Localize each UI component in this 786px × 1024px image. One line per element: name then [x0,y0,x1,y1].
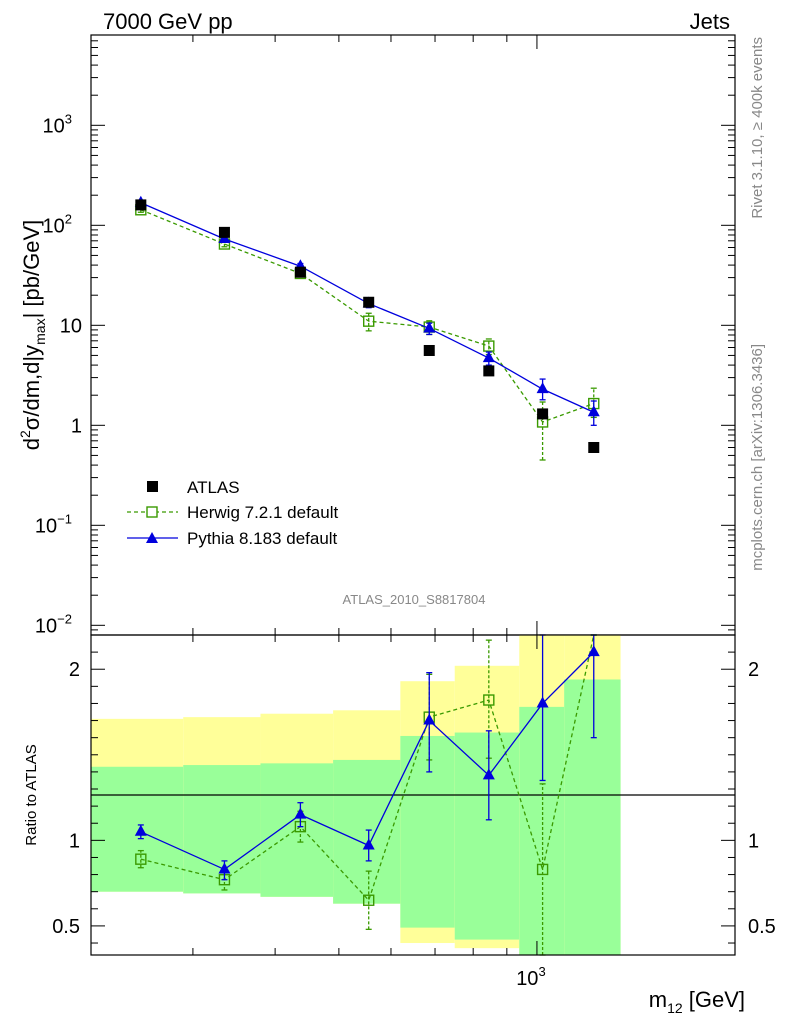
ratio-bands [91,635,621,955]
data-point [362,315,375,327]
y-tick-label: 10 [60,315,82,337]
series-line [140,651,595,871]
data-point [423,344,435,356]
ylabel-d: d [19,438,44,450]
y-tick-label-sup: −2 [57,611,72,626]
legend-pythia-label: Pythia 8.183 default [187,529,338,548]
ylabel-sub: max [32,318,48,344]
ratio-y-axis-title: Ratio to ATLAS [23,744,40,845]
data-point [483,365,495,377]
ylabel-end: | [pb/GeV] [19,220,44,319]
data-point [423,713,436,725]
ratio-y-tick-label-right: 0.5 [748,916,776,938]
band-green [333,759,401,904]
data-point [482,351,495,363]
y-tick-label: 103 [43,111,72,137]
band-green [454,732,520,940]
data-point [218,226,230,238]
data-point [483,340,495,352]
header-right: Jets [690,9,730,34]
ylabel-mid: σ/dm,d|y [19,345,44,430]
data-point [588,441,600,453]
ratio-y-tick-label: 2 [69,659,80,681]
data-point [294,266,306,278]
band-green [564,679,621,955]
ratio-y-tick-label: 1 [69,830,80,852]
data-point [135,853,147,865]
x-axis-title: m12 [GeV] [649,987,745,1016]
legend-atlas-marker [147,481,158,492]
data-point [218,862,231,874]
data-point [587,405,600,417]
rivet-label: Rivet 3.1.10, ≥ 400k events [749,37,766,219]
x-tick-label: 103 [516,964,545,990]
band-green [519,706,565,955]
legend-pythia-marker [146,532,158,543]
y-tick-label-sup: 2 [65,211,72,226]
legend-herwig-label: Herwig 7.2.1 default [187,503,338,522]
xlabel-sub: 12 [667,1000,683,1016]
y-tick-label: 10−2 [35,611,72,637]
y-tick-label: 102 [43,211,72,237]
analysis-watermark: ATLAS_2010_S8817804 [343,592,486,607]
ratio-y-tick-label-right: 1 [748,830,759,852]
data-point [362,838,375,850]
data-point [363,296,375,308]
data-point [536,382,549,394]
data-point [134,824,147,836]
y-tick-label: 10−1 [35,511,72,537]
ratio-y-tick-label: 0.5 [52,916,80,938]
band-green [400,735,455,928]
x-tick-label-sup: 3 [538,964,545,979]
data-point [537,408,549,420]
data-point [536,696,549,708]
y-tick-label-sup: −1 [57,511,72,526]
legend-herwig-marker [146,506,158,518]
band-green [260,763,334,897]
main-herwig-series [135,204,600,461]
header-left: 7000 GeV pp [103,9,233,34]
series-line [140,209,594,423]
data-point [587,645,600,657]
data-point [482,768,495,780]
xlabel-unit: [GeV] [683,987,745,1012]
data-point [423,321,436,333]
main-atlas-series [135,199,600,453]
main-pythia-series [134,195,600,426]
series-line [140,634,595,902]
y-tick-label: 1 [71,415,82,437]
data-point [483,694,495,706]
ratio-pythia-series [134,634,600,881]
ratio-ticks: 103 0.5 0.5 1 1 2 2 [52,634,776,990]
data-point [362,894,375,906]
ylabel-sup: 2 [17,430,33,438]
data-point [135,199,147,211]
xlabel-base: m [649,987,667,1012]
mcplots-label: mcplots.cern.ch [arXiv:1306.3436] [749,344,766,571]
y-tick-label-sup: 3 [65,111,72,126]
legend: ATLAS Herwig 7.2.1 default Pythia 8.183 … [127,478,338,548]
series-line [140,202,595,413]
ratio-frame [90,634,736,956]
data-point [294,807,307,819]
main-y-axis-title: d2σ/dm,d|ymax| [pb/GeV] [17,220,48,450]
band-green [91,766,184,892]
ratio-y-tick-label-right: 2 [748,659,759,681]
main-ticks: 10−2 10−1 1 10 102 103 [35,34,736,637]
legend-atlas-label: ATLAS [187,478,240,497]
data-point [536,863,549,876]
